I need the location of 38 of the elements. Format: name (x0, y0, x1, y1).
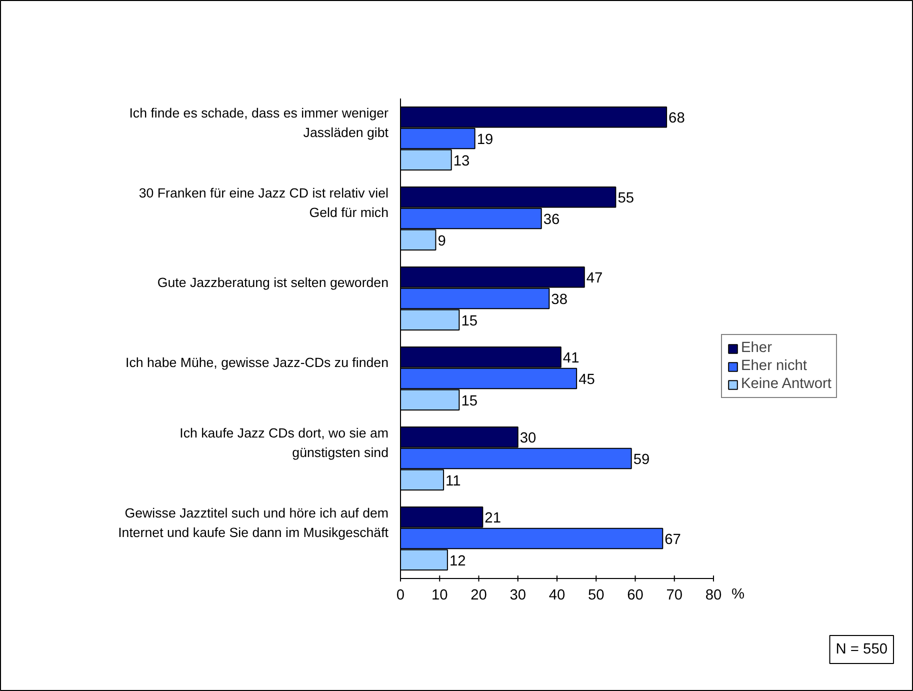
x-axis-title: % (732, 586, 745, 602)
data-label: 67 (664, 532, 681, 548)
data-label: 59 (633, 452, 650, 468)
y-tick-label: Ich kaufe Jazz CDs dort, wo sie am günstigsten sind (180, 425, 389, 460)
data-label: 15 (461, 393, 478, 410)
data-label: 12 (449, 553, 466, 570)
y-tick-label: Ich finde es schade, dass es immer weniger Jassläden gibt (129, 105, 390, 140)
data-label: 15 (461, 313, 478, 330)
y-tick-label: 30 Franken für eine Jazz CD ist relativ viel Geld für mich (138, 185, 389, 220)
data-label: 55 (618, 190, 634, 207)
data-label: 19 (476, 132, 494, 148)
text: N = 550 (836, 642, 888, 658)
legend-label: Keine Antwort (741, 376, 832, 392)
y-tick-label: Ich habe Mühe, gewisse Jazz-CDs zu finden (126, 355, 389, 370)
data-label: 21 (484, 510, 501, 527)
x-tick-label: 20 (470, 588, 487, 604)
x-tick-label: 80 (705, 588, 722, 604)
x-tick-label: 60 (627, 588, 644, 604)
data-label: 47 (586, 270, 603, 287)
data-label: 9 (438, 233, 446, 250)
data-label: 36 (543, 212, 560, 228)
data-label: 11 (446, 473, 461, 490)
x-tick-label: 40 (548, 588, 566, 604)
legend-label: Eher (741, 340, 772, 356)
x-tick-label: 0 (396, 588, 405, 604)
x-tick-label: 50 (588, 588, 604, 604)
data-label: 13 (453, 153, 470, 170)
data-label: 41 (562, 350, 580, 367)
legend-label: Eher nicht (741, 358, 807, 374)
x-tick-label: 70 (666, 588, 683, 604)
x-tick-label: 10 (431, 588, 448, 604)
data-label: 45 (578, 372, 595, 388)
data-label: 30 (520, 430, 536, 447)
y-tick-label: Gute Jazzberatung ist selten geworden (157, 275, 389, 290)
y-tick-label: Gewisse Jazztitel such und höre ich auf dem Internet und kaufe Sie dann im Musikgeschäft (118, 505, 389, 540)
x-tick-label: 30 (510, 588, 526, 604)
data-label: 68 (668, 110, 685, 127)
data-label: 38 (551, 292, 568, 308)
